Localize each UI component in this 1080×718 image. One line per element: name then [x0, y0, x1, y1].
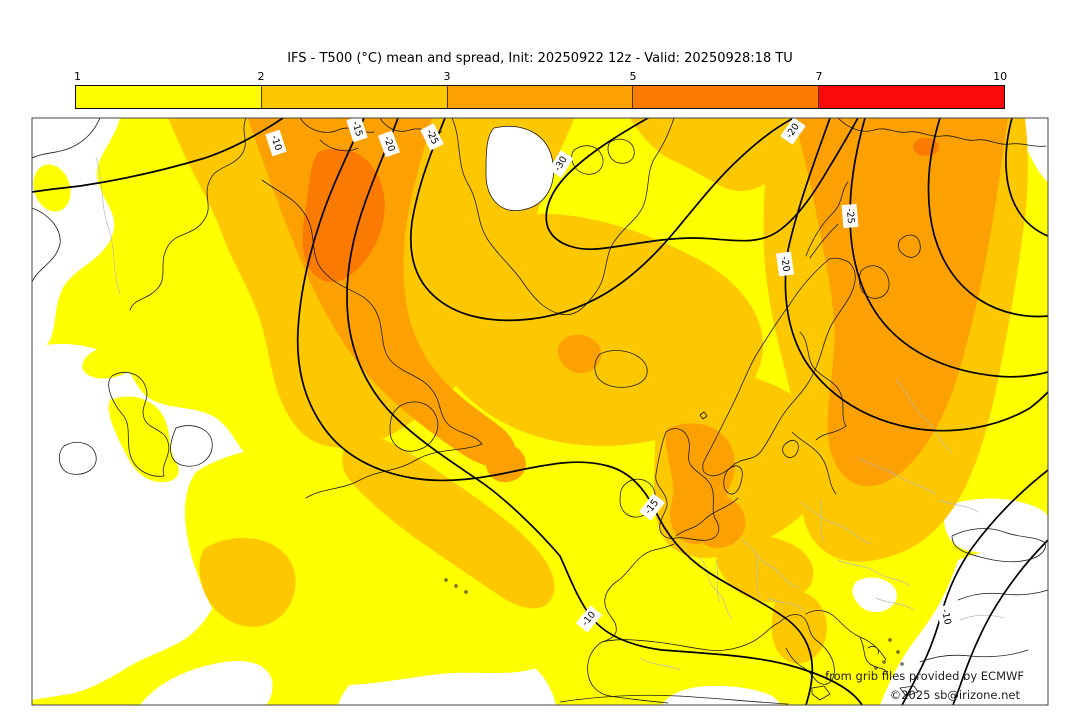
colorbar-tick: 5 — [629, 70, 637, 83]
contour-east-inner-1 — [927, 118, 1048, 318]
map-frame — [31, 117, 1049, 706]
colorbar-tick-labels: 1 2 3 5 7 10 — [73, 70, 1008, 84]
attribution-copyright: ©2025 sb@irizone.net — [890, 688, 1021, 702]
colorbar-tick: 1 — [73, 70, 81, 83]
contour-label: -10 — [268, 134, 283, 152]
contour-labels: -10 -15 -20 -25 -30 -20 -25 -20 -15 -10 … — [265, 118, 956, 633]
contour-20-east-outer — [784, 118, 1048, 432]
colorbar-tick: 7 — [815, 70, 823, 83]
temperature-contours — [32, 118, 1048, 705]
colorbar-tick: 3 — [443, 70, 451, 83]
contour-label: -25 — [844, 208, 856, 224]
colorbar-segment-5-7 — [633, 86, 820, 108]
colorbar-segment-2-3 — [261, 86, 448, 108]
contour-30-loop — [545, 118, 859, 251]
contour-20-long — [346, 118, 863, 705]
contour-southeast-outer — [952, 539, 1048, 705]
colorbar-segment-7-10 — [819, 86, 1004, 108]
colorbar-tick: 2 — [257, 70, 265, 83]
country-borders — [95, 157, 1005, 671]
map-layers: -10 -15 -20 -25 -30 -20 -25 -20 -15 -10 … — [32, 118, 1048, 705]
contour-25-loop — [409, 118, 795, 322]
contour-10-west — [32, 118, 284, 193]
colorbar: 1 2 3 5 7 10 — [73, 70, 1008, 110]
colorbar-segment-1-2 — [76, 86, 262, 108]
colorbar-scale — [75, 85, 1005, 109]
contour-label: -10 — [939, 608, 953, 625]
contour-15-long — [296, 118, 814, 705]
contour-label: -20 — [381, 135, 397, 153]
contour-label: -20 — [778, 256, 791, 273]
colorbar-segment-3-5 — [447, 86, 634, 108]
yellow-patches — [33, 164, 559, 685]
icecap-region — [485, 125, 554, 212]
contour-25-east — [849, 118, 1048, 378]
contour-label: -15 — [349, 120, 364, 138]
page-title: IFS - T500 (°C) mean and spread, Init: 2… — [287, 51, 793, 66]
colorbar-tick: 10 — [993, 70, 1008, 83]
attribution-source: from grib files provided by ECMWF — [825, 669, 1024, 683]
contour-east-inner-2 — [1005, 118, 1048, 237]
coastlines — [32, 118, 1048, 705]
